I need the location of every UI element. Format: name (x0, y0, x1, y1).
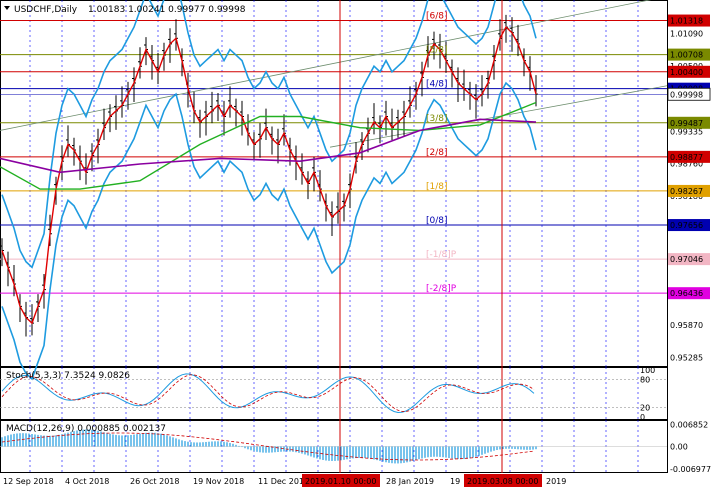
price-tag-label: 1.00708 (670, 51, 703, 60)
price-tag (668, 48, 710, 61)
price-tag (668, 150, 710, 163)
macd-level-label: -0.006977 (670, 465, 711, 474)
price-tag (668, 219, 710, 232)
murrey-labels: [6/8] [5/8] [4/8] [3/8] [2/8] [1/8] [0/8] [-1/8… (426, 12, 457, 295)
moving-average-purple (0, 118, 537, 174)
date-marker-tag (302, 474, 380, 487)
trend-line-lower (329, 85, 668, 148)
price-tag-label: 1.00400 (670, 68, 703, 77)
time-tick-label: 19 Nov 2018 (193, 477, 244, 486)
price-tag (668, 184, 710, 197)
bollinger-upper-band (1, 0, 537, 269)
chart-header: USDCHF,Daily 1.00183 1.00241 0.99977 0.9… (4, 5, 246, 15)
price-tag-label: 0.99487 (670, 119, 703, 128)
price-axis[interactable]: 1.010901.005000.993350.987600.981800.958… (667, 14, 711, 363)
price-tick-label: 0.95870 (670, 321, 703, 330)
time-tick-label: 26 Oct 2018 (130, 477, 179, 486)
time-axis[interactable]: 12 Sep 2018 4 Oct 2018 26 Oct 2018 19 Nov 2… (3, 474, 566, 487)
stochastic-level-label: 0 (640, 413, 645, 422)
time-tick-label: 12 Sep 2018 (3, 477, 54, 486)
macd-level-label: 0.006852 (670, 420, 708, 429)
macd-title: MACD(12,26,9) 0.000885 0.002137 (6, 424, 166, 434)
current-price-tag (667, 87, 711, 101)
moving-average-fast (1, 25, 537, 325)
murrey-level-label: [2/8] (426, 148, 448, 158)
price-tick-label: 0.95285 (670, 353, 703, 362)
stochastic-level-label: 100 (640, 366, 655, 375)
murrey-level-label: [-2/8]P (426, 284, 457, 294)
murrey-level-label: [-1/8]P (426, 250, 457, 260)
price-tick-label: 0.99335 (670, 127, 703, 136)
price-tag (668, 65, 710, 78)
price-tag-label: 0.97656 (670, 221, 703, 230)
murrey-level-label: [1/8] (426, 182, 448, 192)
time-tick-label: 2019 (546, 477, 566, 486)
stochastic-level-label: 20 (640, 404, 650, 413)
date-marker-label: 2019.03.08 00:00 (467, 477, 538, 486)
price-tick-label: 1.01090 (670, 29, 703, 38)
vertical-markers (339, 0, 503, 473)
price-tag (668, 253, 710, 266)
time-tick-label: 11 Dec 2018 (258, 477, 309, 486)
stochastic-main-line (1, 373, 535, 414)
macd-level-label: 0.00 (670, 443, 688, 452)
price-tag-label: 0.97046 (670, 255, 703, 264)
stochastic-title: Stoch(5,3,3) 7.3524 9.0826 (6, 371, 130, 381)
murrey-level-label: [6/8] (426, 12, 448, 22)
murrey-level-label: [5/8] (426, 46, 448, 56)
price-tag (668, 14, 710, 27)
date-marker-tag (464, 474, 542, 487)
trend-lines (0, 0, 668, 148)
price-tag (668, 116, 710, 129)
price-tag-label: 0.98877 (670, 153, 703, 162)
symbol-title: USDCHF,Daily (14, 5, 78, 15)
price-tag (668, 287, 710, 300)
price-tag-label: 0.98267 (670, 187, 703, 196)
price-panel[interactable] (0, 0, 668, 367)
time-tick-label: 4 Oct 2018 (65, 477, 109, 486)
moving-average-green (0, 101, 537, 190)
murrey-level-label: [3/8] (426, 114, 448, 124)
murrey-level-label: [0/8] (426, 216, 448, 226)
murrey-level-label: [4/8] (426, 80, 448, 90)
bollinger-lower-band (1, 81, 537, 381)
price-tag-label: 1.01318 (670, 17, 703, 26)
macd-signal-line (1, 432, 535, 461)
trend-line-upper (0, 0, 652, 131)
time-tick-label: 28 Jan 2019 (386, 477, 434, 486)
price-tick-label: 0.98760 (670, 159, 703, 168)
stochastic-level-label: 80 (640, 375, 650, 384)
chevron-down-icon[interactable] (4, 6, 10, 10)
date-marker-label: 2019.01.10 00:00 (305, 477, 376, 486)
price-bars (0, 14, 538, 337)
current-price-label: 0.99998 (670, 90, 703, 99)
ohlc-values: 1.00183 1.00241 0.99977 0.99998 (88, 5, 246, 15)
stochastic-signal-line (1, 374, 535, 412)
macd-indicator: 0.006852 0.00 -0.006977 (0, 420, 711, 474)
time-tick-label: 19 (450, 477, 460, 486)
indicator-overlays (0, 0, 537, 381)
price-tag-label: 0.96436 (670, 289, 703, 298)
